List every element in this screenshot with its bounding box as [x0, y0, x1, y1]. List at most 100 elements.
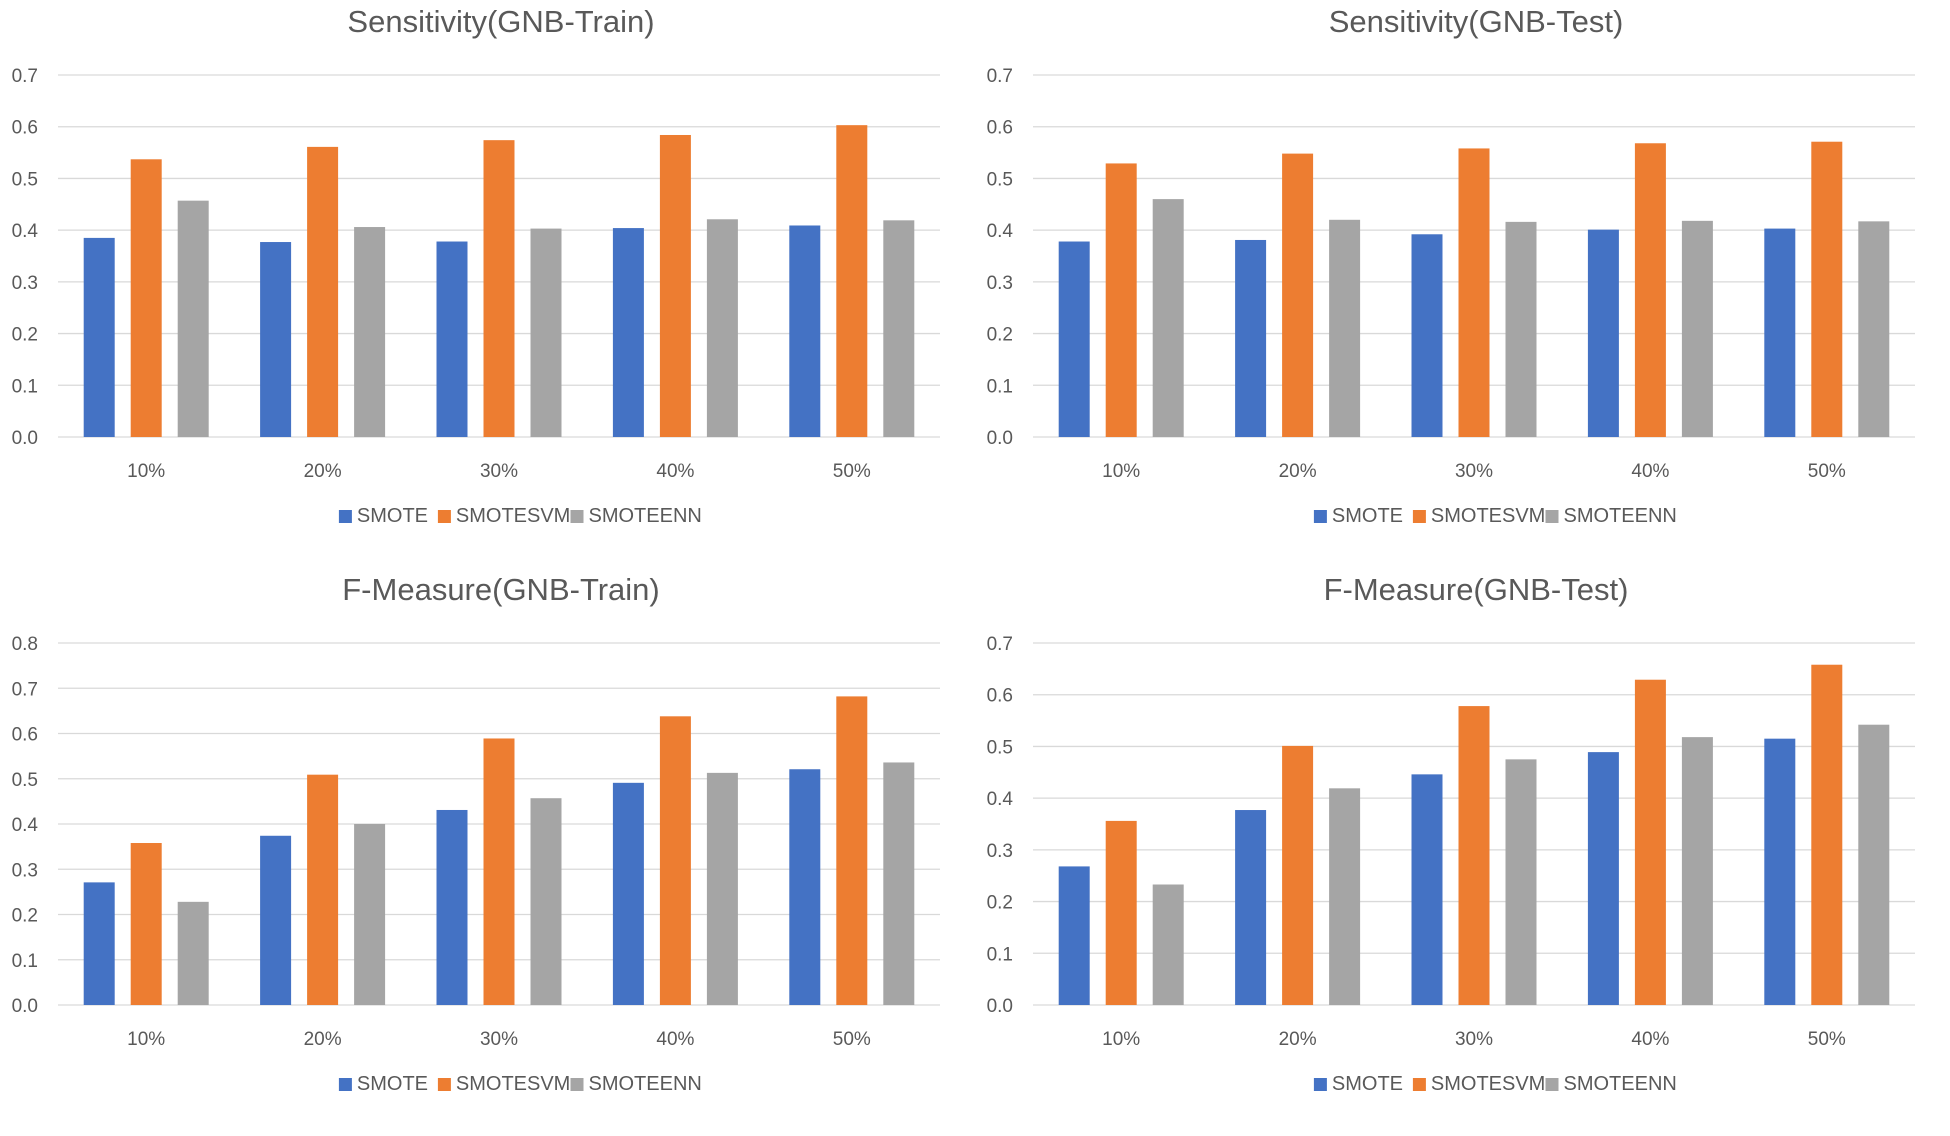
x-tick-label: 10% — [127, 1029, 165, 1050]
bar-smote-30pct — [1411, 234, 1443, 437]
chart-sensitivity-test: Sensitivity(GNB-Test) 0.0 0.1 0.2 0.3 0.4 0.5 0… — [975, 0, 1950, 568]
bar-smoteenn-10pct — [177, 200, 209, 437]
chart-svg: F-Measure(GNB-Train) 0.0 0.1 0.2 0.3 0.4 0.5 0.… — [12, 572, 940, 1095]
bar-smotesvm-50pct — [1811, 664, 1843, 1005]
bar-smote-50pct — [1764, 228, 1796, 437]
y-tick-label: 0.6 — [987, 686, 1013, 707]
y-tick-label: 0.2 — [987, 325, 1013, 346]
legend-label-smote: SMOTE — [357, 1073, 428, 1095]
bar-smoteenn-10pct — [177, 901, 209, 1005]
x-tick-label: 20% — [304, 1029, 342, 1050]
bar-smotesvm-30pct — [483, 738, 515, 1005]
bar-smotesvm-30pct — [1458, 706, 1490, 1005]
bar-smote-20pct — [260, 835, 292, 1005]
bar-smote-10pct — [83, 237, 115, 437]
legend-swatch-smoteenn — [570, 1078, 584, 1091]
y-tick-label: 0.2 — [12, 325, 38, 346]
x-tick-label: 20% — [1279, 461, 1317, 482]
legend-swatch-smote — [338, 1078, 352, 1091]
bar-smotesvm-50pct — [1811, 141, 1843, 437]
bar-smoteenn-30pct — [1505, 221, 1537, 437]
legend-swatch-smote — [1313, 1078, 1327, 1091]
y-tick-label: 0.8 — [12, 634, 38, 655]
y-tick-label: 0.1 — [987, 944, 1013, 965]
legend-label-smoteenn: SMOTEENN — [589, 505, 702, 527]
bar-smoteenn-20pct — [354, 227, 386, 437]
bar-smotesvm-30pct — [483, 140, 515, 437]
x-tick-label: 10% — [1102, 1029, 1140, 1050]
y-tick-label: 0.5 — [12, 169, 38, 190]
chart-fmeasure-train: F-Measure(GNB-Train) 0.0 0.1 0.2 0.3 0.4 0.5 0.… — [0, 568, 975, 1136]
chart-fmeasure-test: F-Measure(GNB-Test) 0.0 0.1 0.2 0.3 0.4 0.5 0.6… — [975, 568, 1950, 1136]
legend-label-smoteenn: SMOTEENN — [589, 1073, 702, 1095]
bar-smote-30pct — [1411, 774, 1443, 1005]
x-tick-label: 20% — [1279, 1029, 1317, 1050]
x-tick-label: 10% — [1102, 461, 1140, 482]
legend-label-smotesvm: SMOTESVM — [1431, 1073, 1545, 1095]
y-tick-label: 0.4 — [12, 815, 39, 836]
bar-smote-30pct — [436, 809, 468, 1005]
y-tick-label: 0.7 — [12, 66, 38, 87]
bar-smoteenn-50pct — [883, 762, 915, 1005]
y-tick-label: 0.0 — [987, 996, 1013, 1017]
bar-smotesvm-10pct — [130, 159, 162, 437]
y-tick-label: 0.3 — [987, 273, 1013, 294]
bar-smoteenn-30pct — [530, 798, 562, 1005]
bar-smote-50pct — [789, 225, 821, 437]
chart-svg: Sensitivity(GNB-Train) 0.0 0.1 0.2 0.3 0.4 0.5… — [12, 4, 940, 527]
bar-smoteenn-50pct — [883, 220, 915, 437]
y-tick-label: 0.4 — [987, 221, 1014, 242]
bar-smote-20pct — [1235, 239, 1267, 437]
x-tick-label: 50% — [1808, 1029, 1846, 1050]
bar-smote-40pct — [1587, 229, 1619, 437]
legend-label-smoteenn: SMOTEENN — [1564, 1073, 1677, 1095]
bar-smoteenn-50pct — [1858, 221, 1890, 437]
y-tick-label: 0.4 — [12, 221, 39, 242]
bar-smotesvm-20pct — [307, 774, 339, 1005]
legend: SMOTE SMOTESVM SMOTEENN — [338, 505, 702, 527]
y-tick-label: 0.5 — [987, 737, 1013, 758]
x-tick-label: 30% — [480, 1029, 518, 1050]
legend-swatch-smotesvm — [437, 1078, 451, 1091]
bar-smote-20pct — [260, 242, 292, 437]
bar-smote-10pct — [1058, 866, 1090, 1005]
y-tick-label: 0.6 — [12, 118, 38, 139]
y-tick-label: 0.6 — [12, 725, 38, 746]
x-tick-label: 30% — [1455, 1029, 1493, 1050]
bar-smotesvm-40pct — [659, 716, 691, 1005]
bar-smoteenn-20pct — [1329, 788, 1361, 1005]
bar-smotesvm-40pct — [659, 134, 691, 437]
y-tick-label: 0.5 — [12, 770, 38, 791]
bar-smoteenn-30pct — [530, 228, 562, 437]
x-tick-label: 40% — [1631, 1029, 1669, 1050]
chart-title: F-Measure(GNB-Train) — [342, 572, 660, 607]
x-tick-label: 50% — [1808, 461, 1846, 482]
legend-swatch-smoteenn — [570, 510, 584, 523]
y-tick-label: 0.2 — [12, 906, 38, 927]
y-tick-label: 0.2 — [987, 893, 1013, 914]
bar-smoteenn-20pct — [1329, 219, 1361, 437]
y-tick-label: 0.0 — [987, 428, 1013, 449]
y-tick-label: 0.3 — [12, 273, 38, 294]
legend-swatch-smotesvm — [1412, 510, 1426, 523]
x-tick-label: 50% — [833, 461, 871, 482]
legend-swatch-smoteenn — [1545, 1078, 1559, 1091]
bar-smoteenn-40pct — [1681, 737, 1713, 1005]
x-tick-label: 30% — [480, 461, 518, 482]
x-tick-label: 40% — [656, 461, 694, 482]
chart-title: Sensitivity(GNB-Test) — [1329, 4, 1624, 39]
bar-smote-40pct — [612, 782, 644, 1005]
y-tick-label: 0.7 — [987, 66, 1013, 87]
bar-smoteenn-40pct — [706, 219, 738, 437]
legend-swatch-smoteenn — [1545, 510, 1559, 523]
legend-swatch-smotesvm — [437, 510, 451, 523]
bar-smotesvm-10pct — [1105, 163, 1137, 437]
y-tick-label: 0.1 — [987, 376, 1013, 397]
bar-smoteenn-10pct — [1152, 199, 1184, 437]
bar-smotesvm-30pct — [1458, 148, 1490, 438]
bar-smotesvm-40pct — [1634, 679, 1666, 1005]
y-tick-label: 0.3 — [987, 841, 1013, 862]
y-tick-label: 0.0 — [12, 996, 38, 1017]
x-tick-label: 30% — [1455, 461, 1493, 482]
bar-smotesvm-20pct — [1282, 153, 1314, 437]
